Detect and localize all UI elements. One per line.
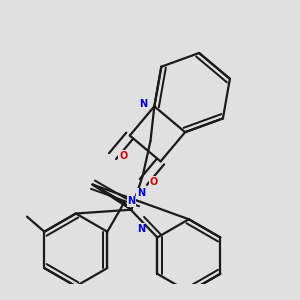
- Text: O: O: [119, 151, 128, 161]
- Text: N: N: [136, 224, 145, 233]
- Text: N: N: [127, 196, 135, 206]
- Text: O: O: [150, 177, 158, 187]
- Text: N: N: [140, 99, 148, 110]
- Text: N: N: [136, 188, 145, 199]
